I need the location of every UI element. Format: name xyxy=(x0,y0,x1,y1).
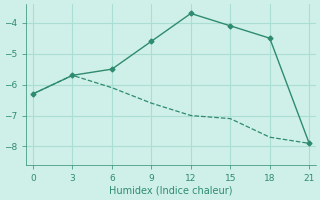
X-axis label: Humidex (Indice chaleur): Humidex (Indice chaleur) xyxy=(109,186,233,196)
